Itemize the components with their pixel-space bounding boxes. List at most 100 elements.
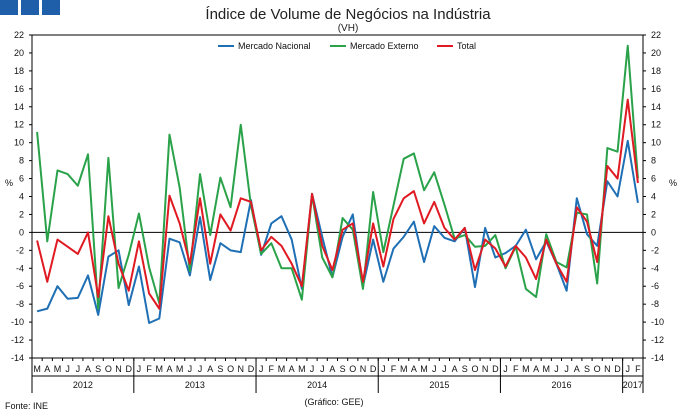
x-month-label: D <box>492 364 499 374</box>
y-tick-label-left: 4 <box>19 192 24 202</box>
x-month-label: A <box>207 364 213 374</box>
series-line-total <box>36 98 639 310</box>
x-month-label: S <box>95 364 101 374</box>
header-square-1 <box>0 0 18 15</box>
y-tick-label-left: 6 <box>19 174 24 184</box>
x-month-label: A <box>533 364 539 374</box>
y-tick-label-left: -4 <box>16 263 24 273</box>
x-month-label: J <box>564 364 569 374</box>
plot-frame <box>31 34 644 359</box>
y-tick-label-left: 18 <box>14 66 24 76</box>
x-month-label: S <box>217 364 223 374</box>
y-tick-label-left: -2 <box>16 245 24 255</box>
legend-label-mercado-externo: Mercado Externo <box>350 41 419 51</box>
y-tick-label-left: -12 <box>11 335 24 345</box>
y-tick-label-left: 2 <box>19 209 24 219</box>
x-month-label: J <box>198 364 203 374</box>
x-month-label: J <box>625 364 630 374</box>
x-month-label: J <box>137 364 142 374</box>
x-month-label: J <box>320 364 325 374</box>
x-month-label: J <box>554 364 559 374</box>
y-tick-label-right: 14 <box>651 102 661 112</box>
x-month-label: M <box>543 364 551 374</box>
x-month-label: F <box>269 364 275 374</box>
header-square-3 <box>42 0 60 15</box>
x-year-label: 2017 <box>623 380 643 390</box>
x-month-label: D <box>370 364 377 374</box>
x-month-label: O <box>227 364 234 374</box>
x-month-label: A <box>411 364 417 374</box>
x-month-label: S <box>462 364 468 374</box>
x-month-label: J <box>259 364 264 374</box>
x-month-label: M <box>420 364 428 374</box>
x-month-label: F <box>635 364 641 374</box>
x-month-label: J <box>503 364 508 374</box>
y-tick-label-left: 14 <box>14 102 24 112</box>
y-tick-label-right: -4 <box>651 263 659 273</box>
y-tick-label-right: 18 <box>651 66 661 76</box>
y-axis-label-left: % <box>5 178 13 188</box>
x-month-label: N <box>482 364 489 374</box>
x-month-label: D <box>248 364 255 374</box>
y-tick-label-left: 12 <box>14 120 24 130</box>
y-tick-label-right: 12 <box>651 120 661 130</box>
y-tick-label-right: -8 <box>651 299 659 309</box>
x-year-label: 2015 <box>429 380 449 390</box>
y-axis-label-right: % <box>669 178 677 188</box>
legend-label-mercado-nacional: Mercado Nacional <box>238 41 311 51</box>
x-month-label: O <box>105 364 112 374</box>
x-year-label: 2016 <box>552 380 572 390</box>
y-tick-label-left: 20 <box>14 48 24 58</box>
y-tick-label-right: 20 <box>651 48 661 58</box>
x-month-label: A <box>574 364 580 374</box>
x-month-label: M <box>278 364 286 374</box>
x-month-label: F <box>513 364 519 374</box>
x-month-label: A <box>44 364 50 374</box>
x-month-label: N <box>604 364 611 374</box>
y-tick-label-left: -14 <box>11 353 24 363</box>
y-tick-label-right: -2 <box>651 245 659 255</box>
x-month-label: O <box>471 364 478 374</box>
y-tick-label-left: 10 <box>14 138 24 148</box>
y-tick-label-left: 22 <box>14 30 24 40</box>
y-tick-label-right: 4 <box>651 192 656 202</box>
x-month-label: J <box>65 364 70 374</box>
y-tick-label-right: 0 <box>651 227 656 237</box>
y-tick-label-right: 16 <box>651 84 661 94</box>
chart-subtitle: (VH) <box>338 23 359 34</box>
y-tick-label-right: -10 <box>651 317 664 327</box>
x-month-label: A <box>452 364 458 374</box>
y-tick-label-left: -10 <box>11 317 24 327</box>
x-month-label: J <box>76 364 81 374</box>
x-month-label: J <box>432 364 437 374</box>
x-year-label: 2014 <box>307 380 327 390</box>
y-tick-label-right: -14 <box>651 353 664 363</box>
x-month-label: N <box>115 364 122 374</box>
series-line-mercado-nacional <box>36 139 639 325</box>
chart-title: Índice de Volume de Negócios na Indústri… <box>205 6 491 23</box>
x-year-label: 2013 <box>185 380 205 390</box>
y-tick-label-right: 6 <box>651 174 656 184</box>
x-month-label: A <box>166 364 172 374</box>
y-tick-label-right: -12 <box>651 335 664 345</box>
y-tick-label-right: -6 <box>651 281 659 291</box>
x-month-label: M <box>54 364 62 374</box>
y-tick-label-left: 0 <box>19 227 24 237</box>
x-month-label: A <box>329 364 335 374</box>
y-tick-label-right: 2 <box>651 209 656 219</box>
y-tick-label-right: 8 <box>651 156 656 166</box>
x-month-label: D <box>614 364 621 374</box>
x-month-label: F <box>146 364 152 374</box>
x-month-label: A <box>85 364 91 374</box>
x-year-label: 2012 <box>73 380 93 390</box>
source-note: Fonte: INE <box>5 401 48 411</box>
y-tick-label-left: 16 <box>14 84 24 94</box>
x-month-label: F <box>391 364 397 374</box>
x-month-label: S <box>584 364 590 374</box>
x-month-label: O <box>349 364 356 374</box>
series-line-mercado-externo <box>36 44 639 310</box>
legend: Mercado Nacional Mercado Externo Total <box>218 41 476 51</box>
x-month-label: M <box>176 364 184 374</box>
x-month-label: D <box>125 364 132 374</box>
